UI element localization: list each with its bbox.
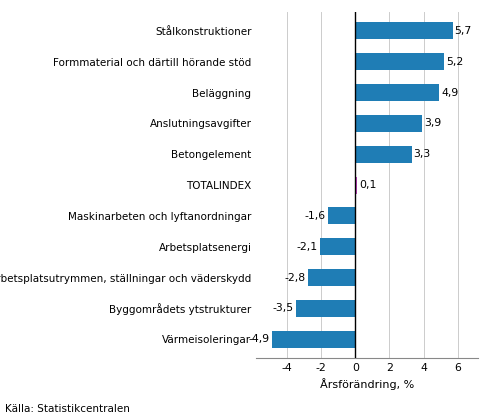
Text: 3,3: 3,3 <box>414 149 431 159</box>
Text: 0,1: 0,1 <box>359 180 377 190</box>
Text: -1,6: -1,6 <box>305 211 326 221</box>
Bar <box>355 146 412 163</box>
Bar <box>308 269 355 286</box>
Bar <box>355 84 439 101</box>
Bar <box>355 53 444 70</box>
Text: -2,8: -2,8 <box>284 272 306 282</box>
Text: -4,9: -4,9 <box>248 334 270 344</box>
Bar <box>296 300 355 317</box>
Bar <box>355 22 453 40</box>
Text: -3,5: -3,5 <box>273 303 293 313</box>
Bar <box>272 331 355 348</box>
Bar <box>355 115 422 132</box>
Text: 4,9: 4,9 <box>441 88 458 98</box>
Text: Källa: Statistikcentralen: Källa: Statistikcentralen <box>5 404 130 414</box>
Text: 5,2: 5,2 <box>446 57 463 67</box>
Text: -2,1: -2,1 <box>296 242 317 252</box>
Text: 3,9: 3,9 <box>424 119 441 129</box>
Bar <box>319 238 355 255</box>
Bar <box>355 177 357 193</box>
X-axis label: Årsförändring, %: Årsförändring, % <box>320 378 415 390</box>
Bar <box>328 208 355 224</box>
Text: 5,7: 5,7 <box>455 26 472 36</box>
